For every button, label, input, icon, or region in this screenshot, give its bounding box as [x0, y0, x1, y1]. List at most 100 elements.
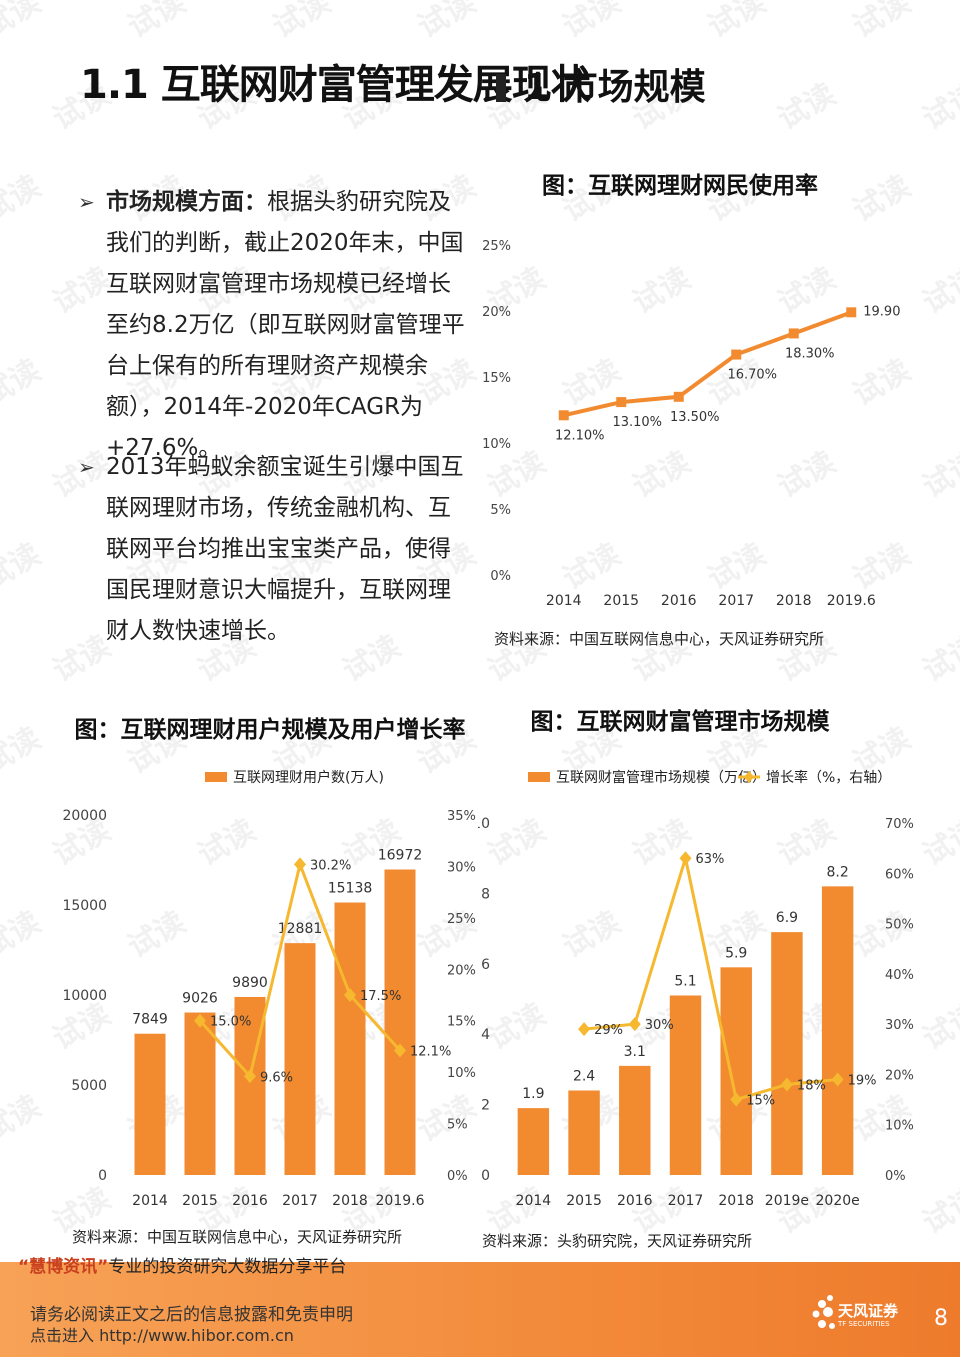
watermark-text: 试读 [267, 0, 337, 46]
x-tick-label: 2014 [132, 1193, 168, 1209]
y2-tick-label: 40% [885, 968, 914, 983]
watermark-text: 试读 [917, 260, 960, 322]
bar-label: 9026 [182, 991, 218, 1007]
data-label: 19.90% [863, 304, 900, 319]
bar [669, 995, 702, 1175]
logo-subtitle: TF SECURITIES [838, 1320, 890, 1328]
x-tick-label: 2018 [718, 1193, 754, 1209]
logo-name: 天风证券 [838, 1302, 899, 1320]
footer-brand: “慧博资讯” [18, 1257, 109, 1277]
bar-label: 15138 [328, 881, 373, 897]
x-tick-label: 2015 [603, 593, 639, 609]
bullet-market-size: ➢ 市场规模方面：根据头豹研究院及我们的判断，截止2020年末，中国互联网财富管… [78, 182, 473, 469]
y2-tick-label: 30% [885, 1018, 914, 1033]
data-label: 18.30% [785, 346, 835, 361]
market-size-heading-text: 1 市场规模 [524, 67, 706, 108]
growth-label: 18% [797, 1078, 826, 1093]
legend-marker [744, 771, 754, 783]
watermark-text: 试读 [702, 0, 772, 46]
growth-label: 9.6% [260, 1070, 293, 1085]
chart1-title: 图：互联网理财网民使用率 [542, 173, 818, 199]
data-point [788, 328, 799, 339]
bar [771, 932, 803, 1175]
bar [284, 943, 316, 1175]
watermark-text: 试读 [917, 628, 960, 690]
x-tick-label: 2016 [232, 1193, 268, 1209]
watermark-text: 试读 [917, 1180, 960, 1242]
y2-tick-label: 50% [885, 918, 914, 933]
y2-tick-label: 20% [447, 963, 476, 978]
arrow-bullet-icon: ➢ [78, 190, 95, 214]
growth-label: 15% [746, 1094, 775, 1109]
watermark-text: 试读 [557, 0, 627, 46]
data-point [616, 397, 627, 408]
watermark-text: 试读 [917, 812, 960, 874]
x-tick-label: 2016 [617, 1193, 653, 1209]
y-tick-label: 0% [490, 569, 511, 584]
watermark-text: 试读 [0, 1088, 47, 1150]
y-tick-label: 0 [481, 1168, 490, 1184]
x-tick-label: 2017 [668, 1193, 704, 1209]
watermark-text: 试读 [917, 996, 960, 1058]
y-tick-label: 15000 [62, 898, 107, 914]
watermark-text: 试读 [122, 0, 192, 46]
watermark-text: 试读 [0, 536, 47, 598]
bar-label: 2.4 [573, 1069, 595, 1085]
growth-point [730, 1092, 743, 1107]
growth-point [244, 1069, 256, 1084]
growth-label: 15.0% [210, 1015, 251, 1030]
growth-label: 12.1% [410, 1045, 451, 1060]
x-tick-label: 2019e [765, 1193, 809, 1209]
growth-point [578, 1022, 591, 1037]
page-number: 8 [934, 1306, 948, 1331]
x-tick-label: 2015 [182, 1193, 218, 1209]
legend-swatch-bar [205, 772, 227, 782]
y2-tick-label: 0% [447, 1169, 468, 1184]
footer-band [0, 1262, 960, 1357]
data-label: 12.10% [555, 428, 605, 443]
wealth-management-bar-chart: 互联网财富管理市场规模（万亿）增长率（%，右轴） 0 2 4 6 8 10 0% 10% 20% 3… [478, 769, 914, 1209]
growth-line [583, 857, 838, 1102]
data-label: 13.10% [612, 415, 662, 430]
bullet-text: 市场规模方面：根据头豹研究院及我们的判断，截止2020年末，中国互联网财富管理市… [106, 182, 473, 469]
bar-label: 16972 [378, 848, 423, 864]
bar [134, 1033, 166, 1175]
y2-tick-label: 10% [885, 1119, 914, 1134]
bar-label: 5.9 [725, 945, 747, 961]
bullet-text: 2013年蚂蚁余额宝诞生引爆中国互联网理财市场，传统金融机构、互联网平台均推出宝… [106, 447, 473, 652]
y2-tick-label: 20% [885, 1068, 914, 1083]
x-tick-label: 2016 [661, 593, 697, 609]
data-point [731, 349, 742, 360]
y2-tick-label: 70% [885, 817, 914, 832]
y2-tick-label: 5% [447, 1118, 468, 1133]
growth-label: 17.5% [360, 989, 401, 1004]
x-tick-label: 2018 [332, 1193, 368, 1209]
y-tick-label: 0 [98, 1168, 107, 1184]
y2-tick-label: 25% [447, 912, 476, 927]
bar [334, 902, 366, 1175]
bullet-yuebao: ➢ 2013年蚂蚁余额宝诞生引爆中国互联网理财市场，传统金融机构、互联网平台均推… [78, 447, 473, 652]
watermark-text: 试读 [0, 352, 47, 414]
y-tick-label: 20000 [62, 808, 107, 824]
bar [184, 1012, 216, 1175]
y-tick-label: 5000 [71, 1078, 107, 1094]
bar-label: 7849 [132, 1012, 168, 1028]
watermark-text: 试读 [917, 76, 960, 138]
watermark-text: 试读 [0, 0, 47, 46]
chart1-source: 资料来源：中国互联网信息中心，天风证券研究所 [494, 630, 825, 648]
footer-link[interactable]: 点击进入 http://www.hibor.com.cn [30, 1326, 294, 1345]
watermark-text: 试读 [0, 168, 47, 230]
bullet-body: 2013年蚂蚁余额宝诞生引爆中国互联网理财市场，传统金融机构、互联网平台均推出宝… [106, 454, 464, 644]
x-tick-label: 2019.6 [376, 1193, 425, 1209]
bullet-bold-label: 市场规模方面： [106, 189, 267, 215]
watermark-text: 试读 [412, 0, 482, 46]
y2-tick-label: 35% [447, 809, 476, 824]
growth-label: 30.2% [310, 858, 351, 873]
bar-label: 6.9 [776, 910, 798, 926]
arrow-bullet-icon: ➢ [78, 455, 95, 479]
series-line [563, 310, 852, 418]
growth-point [344, 988, 356, 1002]
y-tick-label: 5% [490, 503, 511, 518]
x-tick-label: 2014 [516, 1193, 552, 1209]
footer-tagline: “慧博资讯”专业的投资研究大数据分享平台 [18, 1252, 346, 1277]
